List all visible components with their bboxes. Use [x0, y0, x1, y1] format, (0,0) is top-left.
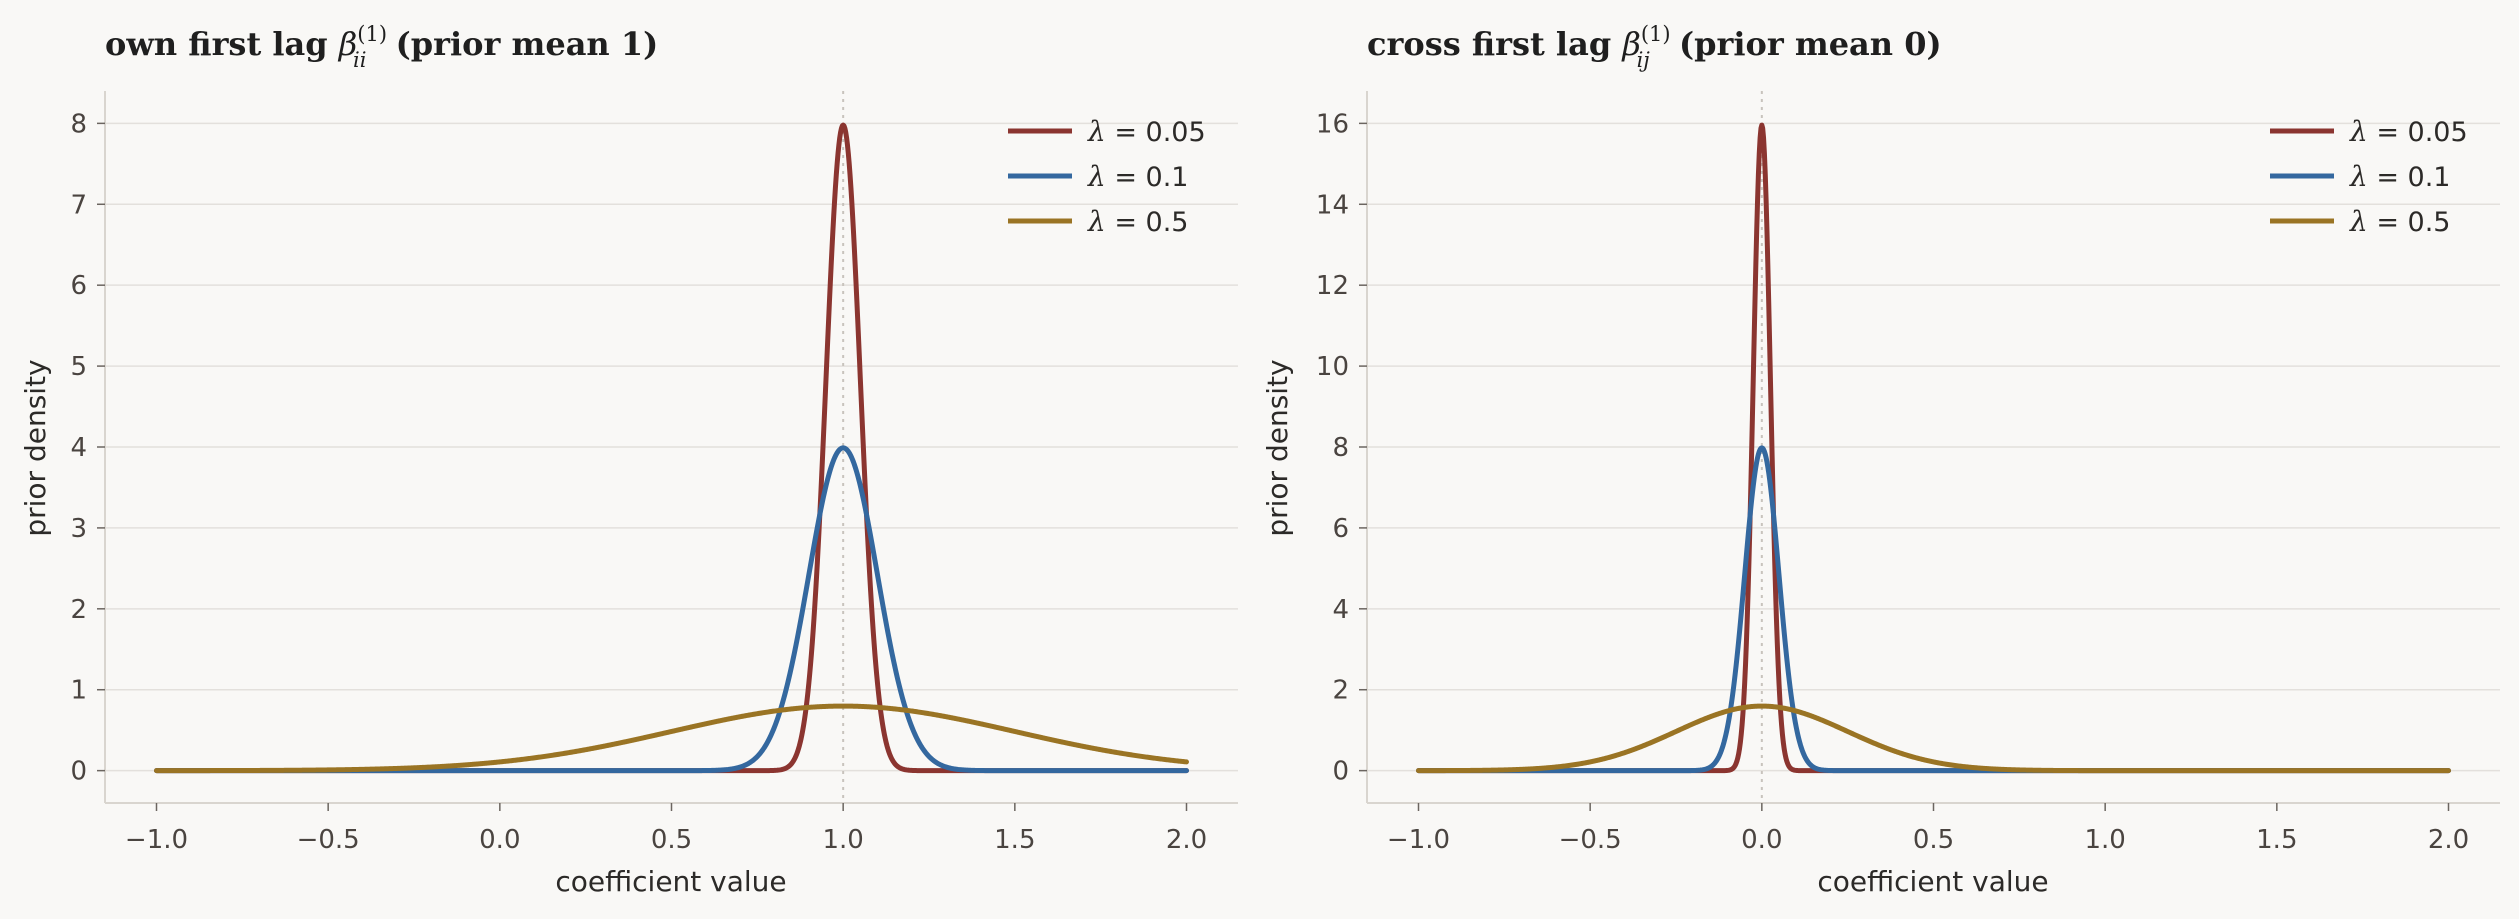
axes: −1.0 −0.5 0.0 0.5 1.0 1.5 2.0 0 1 2 3 4 5 6 7 8 [70, 91, 1238, 855]
title-suffix: (prior mean 0) [1668, 25, 1942, 63]
panel-cross-first-lag: cross first lag β(1) ij (prior mean 0) −1… [1261, 22, 2500, 898]
y-tick-label: 7 [70, 190, 87, 220]
y-tick-label: 2 [1332, 676, 1349, 706]
y-tick-label: 3 [70, 514, 87, 544]
y-tick-label: 10 [1316, 352, 1349, 382]
legend-label-lambda-0.5: λ = 0.5 [1087, 205, 1188, 238]
title-prefix: cross first lag [1367, 25, 1622, 63]
legend-label-lambda-0.05: λ = 0.05 [2349, 115, 2468, 148]
title-prefix: own first lag [105, 25, 339, 63]
title-suffix: (prior mean 1) [384, 25, 658, 63]
x-tick-label: −1.0 [1387, 825, 1450, 855]
x-tick-label: −0.5 [297, 825, 360, 855]
x-tick-label: −0.5 [1559, 825, 1622, 855]
y-tick-label: 0 [70, 757, 87, 787]
legend: λ = 0.05 λ = 0.1 λ = 0.5 [2270, 115, 2468, 238]
title-symbol: β [1621, 25, 1641, 63]
x-axis-label: coefficient value [1817, 865, 2048, 898]
axes: −1.0 −0.5 0.0 0.5 1.0 1.5 2.0 0 2 4 6 8 10 12 14 16 [1316, 91, 2500, 855]
x-tick-label: 1.5 [2256, 825, 2297, 855]
y-tick-label: 14 [1316, 190, 1349, 220]
x-axis-label: coefficient value [555, 865, 786, 898]
title-subscript: ii [353, 48, 366, 72]
y-tick-label: 16 [1316, 109, 1349, 139]
y-tick-label: 2 [70, 595, 87, 625]
panel-title: cross first lag β(1) ij (prior mean 0) [1367, 22, 1942, 72]
x-tick-label: 2.0 [1166, 825, 1207, 855]
y-axis-label: prior density [1261, 359, 1294, 536]
series-lines [154, 122, 1189, 774]
legend-label-lambda-0.1: λ = 0.1 [1087, 160, 1188, 193]
x-tick-label: 1.0 [2084, 825, 2125, 855]
x-tick-label: 0.0 [1741, 825, 1782, 855]
x-tick-label: 0.5 [651, 825, 692, 855]
legend-label-lambda-0.1: λ = 0.1 [2349, 160, 2450, 193]
title-superscript: (1) [1641, 22, 1671, 46]
y-tick-label: 8 [70, 109, 87, 139]
series-line-lambda-0.5 [1416, 703, 2451, 774]
series-lines [1416, 122, 2451, 774]
y-axis-label: prior density [19, 359, 52, 536]
x-tick-label: 1.0 [822, 825, 863, 855]
x-tick-label: 0.5 [1913, 825, 1954, 855]
y-tick-label: 6 [70, 271, 87, 301]
title-superscript: (1) [357, 22, 387, 46]
x-tick-label: 2.0 [2428, 825, 2469, 855]
panel-title: own first lag β(1) ii (prior mean 1) [105, 22, 658, 72]
legend: λ = 0.05 λ = 0.1 λ = 0.5 [1008, 115, 1206, 238]
title-subscript: ij [1637, 48, 1651, 72]
legend-label-lambda-0.5: λ = 0.5 [2349, 205, 2450, 238]
y-tick-label: 8 [1332, 433, 1349, 463]
y-tick-label: 5 [70, 352, 87, 382]
legend-label-lambda-0.05: λ = 0.05 [1087, 115, 1206, 148]
y-tick-label: 1 [70, 676, 87, 706]
y-tick-label: 6 [1332, 514, 1349, 544]
x-tick-label: 0.0 [479, 825, 520, 855]
title-symbol: β [338, 25, 358, 63]
y-tick-label: 4 [1332, 595, 1349, 625]
y-tick-label: 4 [70, 433, 87, 463]
x-tick-label: 1.5 [994, 825, 1035, 855]
series-line-lambda-0.5 [154, 703, 1189, 774]
x-tick-label: −1.0 [125, 825, 188, 855]
y-tick-label: 0 [1332, 757, 1349, 787]
y-tick-label: 12 [1316, 271, 1349, 301]
panel-own-first-lag: own first lag β(1) ii (prior mean 1) −1.0… [19, 22, 1238, 898]
